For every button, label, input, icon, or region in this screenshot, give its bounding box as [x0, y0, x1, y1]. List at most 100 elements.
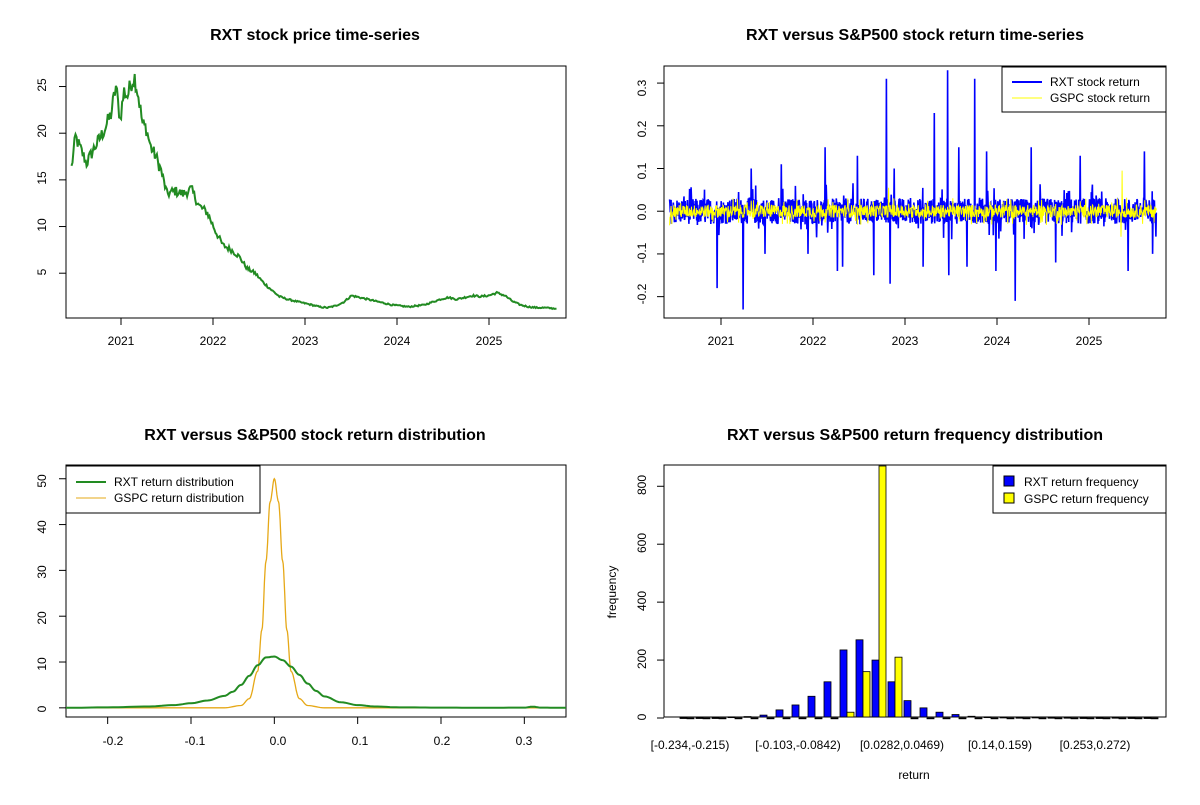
y-tick-label: 0.0: [635, 203, 649, 220]
price-series-line: [70, 73, 557, 311]
rxt-frequency-bar: [1111, 717, 1120, 719]
rxt-frequency-bar: [871, 659, 880, 718]
x-tick-label: [0.14,0.159): [968, 738, 1032, 752]
legend-label-rxt: RXT stock return: [1050, 75, 1140, 89]
rxt-frequency-bar: [903, 700, 912, 718]
price-line: [70, 73, 557, 311]
legend-label-rxt: RXT return distribution: [114, 475, 234, 489]
y-tick-label: 400: [635, 591, 649, 611]
gspc-frequency-bar: [926, 717, 935, 720]
legend-swatch-gspc: [1003, 492, 1015, 504]
rxt-frequency-bar: [951, 714, 960, 718]
y-tick-label: 0: [35, 705, 49, 712]
gspc-return-line: [669, 170, 1157, 237]
x-tick-label: 0.2: [434, 734, 451, 748]
rxt-frequency-bar: [887, 681, 896, 718]
y-tick-label: 10: [35, 218, 49, 232]
gspc-frequency-bar: [1134, 717, 1143, 720]
gspc-frequency-bar: [846, 711, 855, 718]
y-tick-label: 25: [35, 78, 49, 92]
rxt-frequency-bar: [1079, 717, 1088, 719]
y-tick-label: 0.1: [635, 162, 649, 179]
gspc-frequency-bar: [734, 717, 743, 720]
y-tick-label: -0.2: [635, 283, 649, 304]
x-tick-label: -0.2: [103, 734, 124, 748]
gspc-frequency-bar: [1022, 717, 1031, 720]
x-tick-label: -0.1: [185, 734, 206, 748]
gspc-frequency-bar: [782, 717, 791, 720]
x-tick-label: 2022: [800, 334, 827, 348]
rxt-frequency-bar: [823, 681, 832, 718]
legend-label-gspc: GSPC return distribution: [114, 491, 244, 505]
x-tick-label: 2023: [292, 334, 319, 348]
return-ts-series: [668, 70, 1158, 310]
histogram-plot-frame: [663, 464, 1167, 718]
x-tick-label: 2023: [892, 334, 919, 348]
legend-swatch-rxt: [1003, 475, 1015, 487]
rxt-frequency-bar: [967, 715, 976, 718]
price-plot-frame: [65, 65, 567, 319]
y-tick-label: 15: [35, 171, 49, 185]
gspc-frequency-bar: [1038, 717, 1047, 720]
y-axis-label: frequency: [605, 566, 619, 619]
return-ts-x-axis: 2021 2022 2023 2024 2025: [708, 334, 1103, 348]
gspc-frequency-bar: [686, 717, 695, 720]
gspc-frequency-bar: [862, 671, 871, 718]
density-legend: RXT return distribution GSPC return dist…: [65, 465, 261, 514]
return-timeseries-panel: RXT versus S&P500 stock return time-seri…: [635, 27, 1167, 348]
y-tick-label: 5: [35, 268, 49, 275]
y-tick-label: 600: [635, 533, 649, 553]
rxt-frequency-bar: [1015, 717, 1024, 719]
x-tick-label: 0.3: [516, 734, 533, 748]
legend-box: [65, 465, 261, 514]
gspc-frequency-bar: [766, 717, 775, 720]
gspc-frequency-bar: [830, 717, 839, 720]
y-tick-label: 200: [635, 649, 649, 669]
legend-label-gspc: GSPC stock return: [1050, 91, 1150, 105]
gspc-frequency-bar: [1150, 717, 1159, 720]
gspc-frequency-bar: [958, 717, 967, 720]
gspc-frequency-bar: [814, 717, 823, 720]
gspc-frequency-bar: [798, 717, 807, 720]
x-tick-label: [0.0282,0.0469): [860, 738, 944, 752]
x-tick-label: 2021: [108, 334, 135, 348]
y-tick-label: 0.2: [635, 120, 649, 137]
x-tick-label: 0.1: [352, 734, 369, 748]
y-tick-label: 20: [35, 611, 49, 625]
x-tick-label: 2021: [708, 334, 735, 348]
rxt-frequency-bar: [839, 649, 848, 718]
rxt-frequency-bar: [695, 717, 704, 719]
gspc-frequency-bar: [718, 717, 727, 720]
rxt-frequency-bar: [1031, 716, 1040, 719]
legend-box: [992, 465, 1167, 514]
gspc-frequency-bar: [1006, 717, 1015, 720]
legend-label-rxt: RXT return frequency: [1024, 475, 1139, 489]
rxt-frequency-bar: [1143, 717, 1152, 719]
price-chart-title: RXT stock price time-series: [210, 27, 420, 44]
rxt-frequency-bar: [743, 716, 752, 718]
x-tick-label: [-0.103,-0.0842): [755, 738, 840, 752]
gspc-frequency-bar: [1118, 717, 1127, 720]
histogram-chart-title: RXT versus S&P500 return frequency distr…: [727, 427, 1103, 444]
y-tick-label: 0: [635, 713, 649, 720]
price-timeseries-panel: RXT stock price time-series 2021 2022 20…: [35, 27, 567, 348]
rxt-frequency-bar: [711, 717, 720, 719]
histogram-x-axis: [-0.234,-0.215) [-0.103,-0.0842) [0.0282…: [651, 738, 1131, 782]
x-tick-label: 2024: [384, 334, 411, 348]
histogram-y-axis: 0 200 400 600 800 frequency: [605, 475, 649, 721]
x-tick-label: 2024: [984, 334, 1011, 348]
return-histogram-panel: RXT versus S&P500 return frequency distr…: [605, 427, 1167, 782]
rxt-frequency-bar: [983, 716, 992, 719]
gspc-frequency-bar: [1054, 717, 1063, 720]
rxt-frequency-bar: [807, 695, 816, 718]
gspc-frequency-bar: [990, 717, 999, 720]
price-y-axis: 5 10 15 20 25: [35, 78, 49, 275]
return-density-panel: RXT versus S&P500 stock return distribut…: [35, 427, 567, 748]
x-tick-label: [-0.234,-0.215): [651, 738, 730, 752]
y-tick-label: 30: [35, 565, 49, 579]
x-tick-label: 2022: [200, 334, 227, 348]
density-chart-title: RXT versus S&P500 stock return distribut…: [144, 427, 485, 444]
density-series: [66, 477, 566, 709]
x-axis-label: return: [898, 768, 929, 782]
